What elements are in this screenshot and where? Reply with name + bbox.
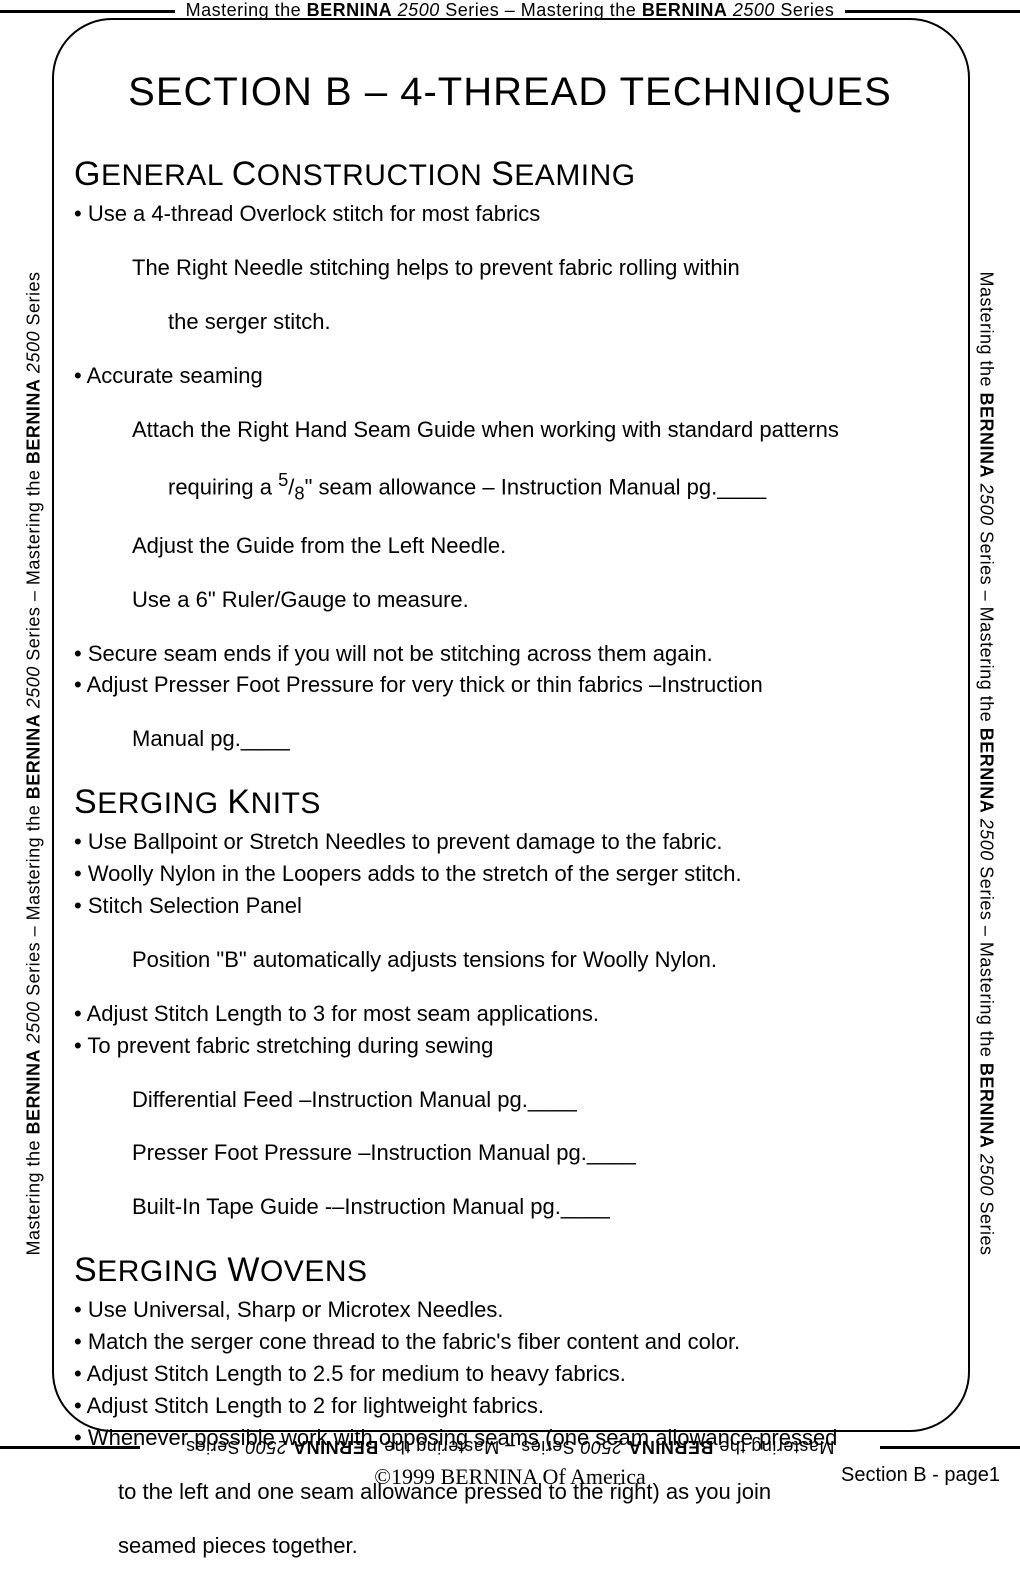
body-line: • To prevent fabric stretching during se…	[74, 1030, 946, 1062]
body-line: Presser Foot Pressure –Instruction Manua…	[74, 1137, 946, 1169]
body-line: Built-In Tape Guide -–Instruction Manual…	[74, 1191, 946, 1223]
body-line: seamed pieces together.	[74, 1530, 946, 1562]
page-content: SECTION B – 4-THREAD TECHNIQUES GENERAL …	[74, 60, 946, 1589]
frame-rule	[845, 10, 1020, 13]
body-line: • Adjust Stitch Length to 2 for lightwei…	[74, 1390, 946, 1422]
body-line: • Stitch Selection Panel	[74, 890, 946, 922]
body-line: Attach the Right Hand Seam Guide when wo…	[74, 414, 946, 446]
border-label-right: Mastering the BERNINA 2500 Series – Mast…	[976, 271, 997, 1255]
body-line: the serger stitch.	[74, 306, 946, 338]
body-line: • Secure seam ends if you will not be st…	[74, 638, 946, 670]
body-line: • Adjust Presser Foot Pressure for very …	[74, 669, 946, 701]
section-heading: SERGING WOVENS	[74, 1251, 946, 1290]
section-body: • Use Universal, Sharp or Microtex Needl…	[74, 1294, 946, 1561]
frame-rule	[0, 10, 175, 13]
body-line: • Adjust Stitch Length to 3 for most sea…	[74, 998, 946, 1030]
body-line: The Right Needle stitching helps to prev…	[74, 252, 946, 284]
body-line: • Adjust Stitch Length to 2.5 for medium…	[74, 1358, 946, 1390]
body-line: Manual pg.____	[74, 723, 946, 755]
border-label-top: Mastering the BERNINA 2500 Series – Mast…	[186, 0, 835, 21]
section-heading: GENERAL CONSTRUCTION SEAMING	[74, 155, 946, 194]
section: SERGING KNITS • Use Ballpoint or Stretch …	[74, 783, 946, 1223]
body-line: • Match the serger cone thread to the fa…	[74, 1326, 946, 1358]
border-label-left: Mastering the BERNINA 2500 Series – Mast…	[24, 271, 45, 1255]
section-body: • Use Ballpoint or Stretch Needles to pr…	[74, 826, 946, 1223]
body-line: Differential Feed –Instruction Manual pg…	[74, 1084, 946, 1116]
section: GENERAL CONSTRUCTION SEAMING • Use a 4-th…	[74, 155, 946, 755]
body-line: • Woolly Nylon in the Loopers adds to th…	[74, 858, 946, 890]
footer-page-number: Section B - page1	[841, 1464, 1000, 1487]
body-line: Use a 6" Ruler/Gauge to measure.	[74, 584, 946, 616]
body-line: • Use Ballpoint or Stretch Needles to pr…	[74, 826, 946, 858]
body-line: • Whenever possible work with opposing s…	[74, 1422, 946, 1454]
section: SERGING WOVENS • Use Universal, Sharp or …	[74, 1251, 946, 1561]
body-line: • Use Universal, Sharp or Microtex Needl…	[74, 1294, 946, 1326]
section-heading: SERGING KNITS	[74, 783, 946, 822]
body-line: requiring a 5/8" seam allowance – Instru…	[74, 467, 946, 507]
section-body: • Use a 4-thread Overlock stitch for mos…	[74, 198, 946, 755]
footer-copyright: ©1999 BERNINA Of America	[374, 1464, 646, 1490]
page-title: SECTION B – 4-THREAD TECHNIQUES	[74, 70, 946, 115]
body-line: Adjust the Guide from the Left Needle.	[74, 530, 946, 562]
body-line: • Use a 4-thread Overlock stitch for mos…	[74, 198, 946, 230]
body-line: • Accurate seaming	[74, 360, 946, 392]
body-line: Position "B" automatically adjusts tensi…	[74, 944, 946, 976]
